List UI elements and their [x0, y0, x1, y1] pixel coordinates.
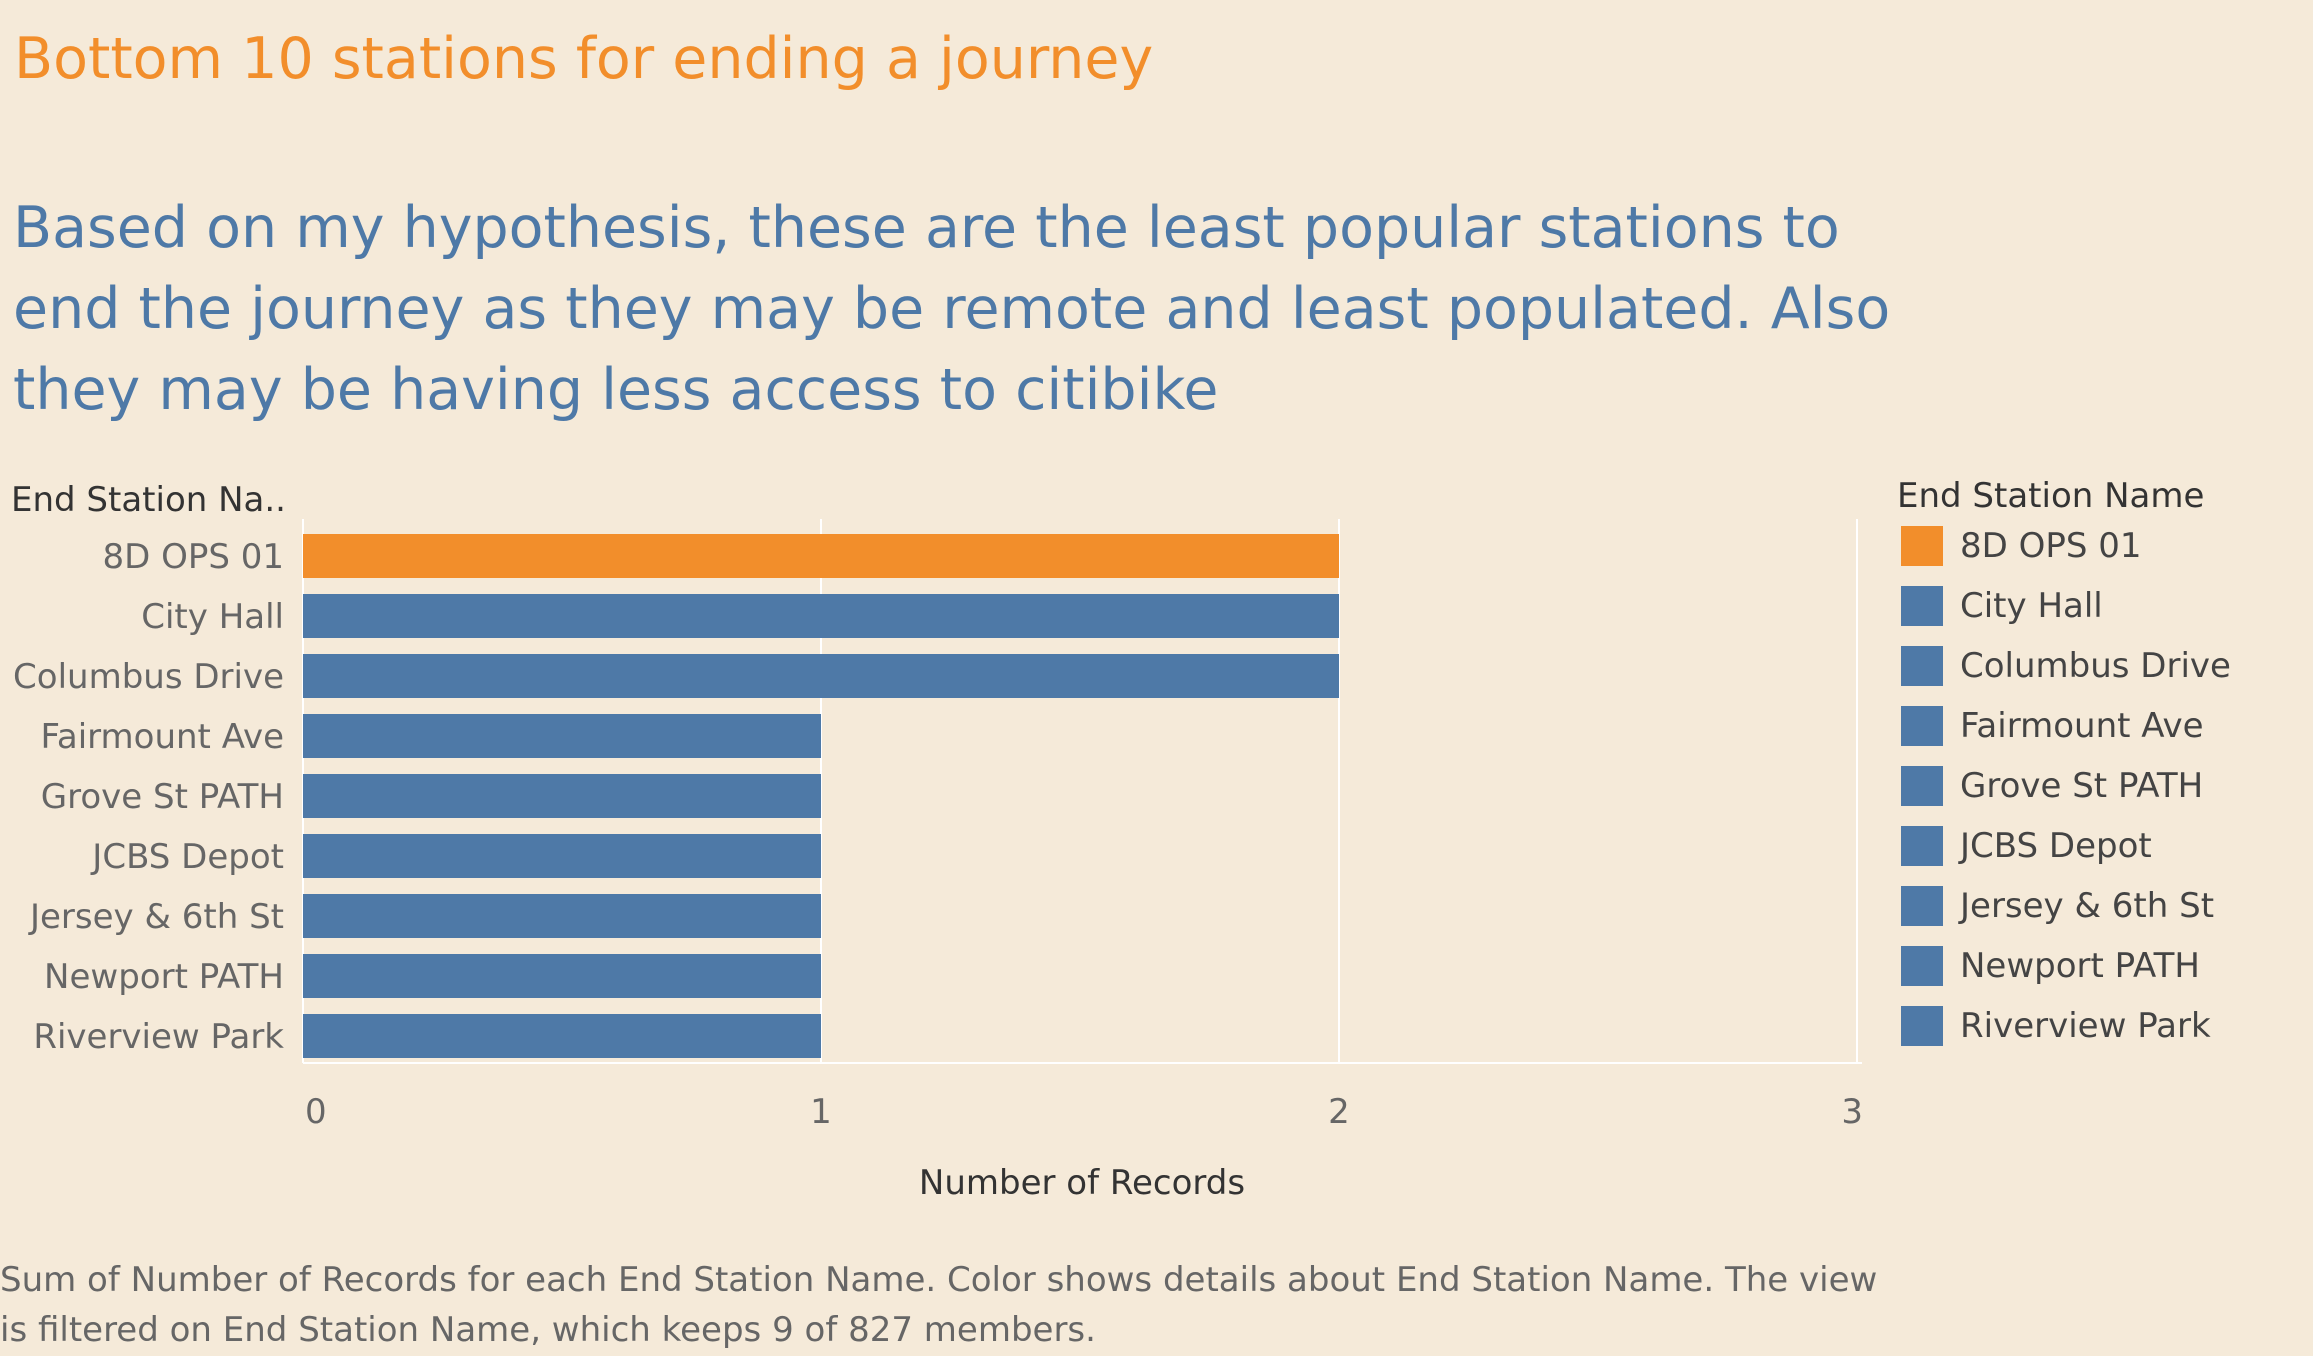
- x-tick-label: 0: [305, 1092, 327, 1132]
- chart-title: Bottom 10 stations for ending a journey: [14, 26, 1154, 92]
- bar-chart: 8D OPS 01 City Hall Columbus Drive Fairmoun…: [13, 519, 1863, 1203]
- category-label: Riverview Park: [33, 1017, 284, 1057]
- row-axis-header: End Station Na..: [11, 480, 286, 520]
- category-label: Newport PATH: [44, 957, 284, 997]
- legend-swatch: [1901, 646, 1943, 686]
- legend-item[interactable]: City Hall: [1901, 586, 2231, 626]
- legend-label: Newport PATH: [1960, 946, 2200, 986]
- chart-caption: Sum of Number of Records for each End St…: [0, 1260, 1878, 1350]
- x-tick-labels: 0 1 2 3: [305, 1092, 1863, 1132]
- legend-swatch: [1901, 706, 1943, 746]
- legend-item[interactable]: Riverview Park: [1901, 1006, 2231, 1046]
- category-label: JCBS Depot: [90, 837, 284, 877]
- legend-label: Grove St PATH: [1960, 766, 2204, 806]
- legend-label: Jersey & 6th St: [1960, 886, 2215, 926]
- category-label: 8D OPS 01: [102, 537, 284, 577]
- legend-item[interactable]: Columbus Drive: [1901, 646, 2231, 686]
- legend: 8D OPS 01 City Hall Columbus Drive Fairmoun…: [1901, 526, 2231, 1066]
- legend-swatch: [1901, 586, 1943, 626]
- legend-swatch: [1901, 1006, 1943, 1046]
- category-label: Jersey & 6th St: [28, 897, 284, 937]
- bars: [303, 534, 1339, 1058]
- x-tick-label: 3: [1841, 1092, 1863, 1132]
- bar[interactable]: [303, 894, 821, 938]
- chart-subtitle: Based on my hypothesis, these are the le…: [13, 195, 1891, 423]
- bar[interactable]: [303, 654, 1339, 698]
- legend-swatch: [1901, 766, 1943, 806]
- legend-item[interactable]: Grove St PATH: [1901, 766, 2231, 806]
- bar[interactable]: [303, 594, 1339, 638]
- x-tick-label: 1: [810, 1092, 832, 1132]
- bar[interactable]: [303, 834, 821, 878]
- legend-label: JCBS Depot: [1960, 826, 2152, 866]
- legend-item[interactable]: Fairmount Ave: [1901, 706, 2231, 746]
- legend-item[interactable]: JCBS Depot: [1901, 826, 2231, 866]
- category-label: Fairmount Ave: [40, 717, 284, 757]
- legend-title: End Station Name: [1897, 476, 2205, 516]
- legend-swatch: [1901, 886, 1943, 926]
- legend-swatch: [1901, 946, 1943, 986]
- legend-item[interactable]: 8D OPS 01: [1901, 526, 2231, 566]
- legend-label: 8D OPS 01: [1960, 526, 2142, 566]
- legend-label: Riverview Park: [1960, 1006, 2211, 1046]
- category-labels: 8D OPS 01 City Hall Columbus Drive Fairmoun…: [13, 537, 284, 1057]
- category-label: Columbus Drive: [13, 657, 284, 697]
- bar[interactable]: [303, 714, 821, 758]
- legend-label: Columbus Drive: [1960, 646, 2231, 686]
- bar[interactable]: [303, 954, 821, 998]
- x-axis-title: Number of Records: [919, 1163, 1245, 1203]
- legend-item[interactable]: Newport PATH: [1901, 946, 2231, 986]
- x-tick-label: 2: [1328, 1092, 1350, 1132]
- bar[interactable]: [303, 1014, 821, 1058]
- legend-label: Fairmount Ave: [1960, 706, 2204, 746]
- legend-swatch: [1901, 826, 1943, 866]
- category-label: Grove St PATH: [41, 777, 284, 817]
- category-label: City Hall: [141, 597, 284, 637]
- legend-item[interactable]: Jersey & 6th St: [1901, 886, 2231, 926]
- legend-swatch: [1901, 526, 1943, 566]
- legend-label: City Hall: [1960, 586, 2103, 626]
- bar[interactable]: [303, 774, 821, 818]
- bar[interactable]: [303, 534, 1339, 578]
